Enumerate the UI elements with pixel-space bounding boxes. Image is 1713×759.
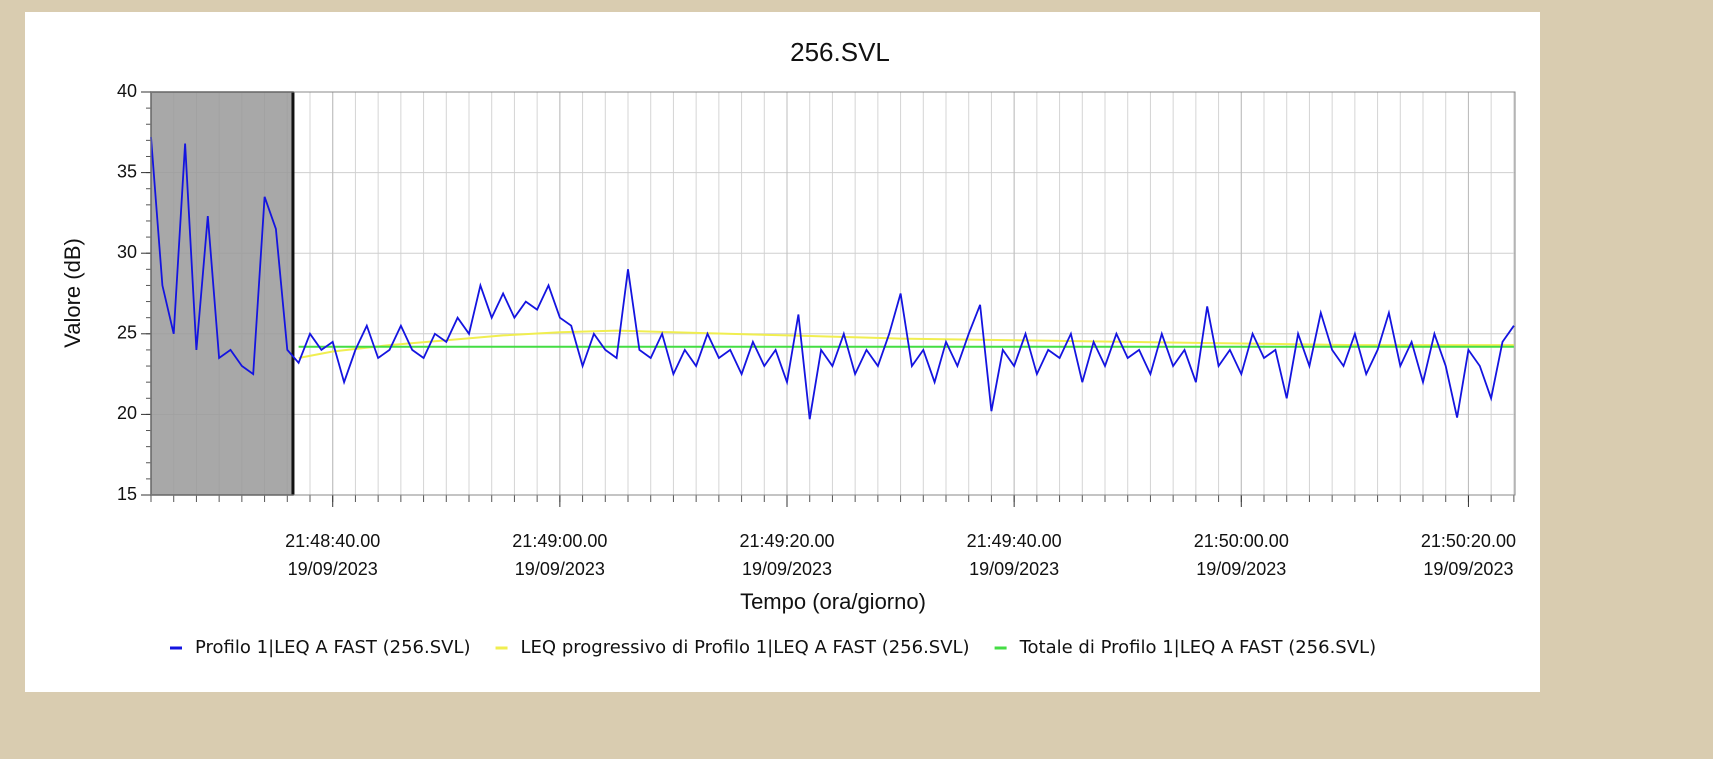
x-tick-date: 19/09/2023 (288, 559, 378, 579)
y-tick-label: 40 (117, 81, 137, 101)
y-axis-label: Valore (dB) (60, 238, 85, 348)
x-tick-label: 21:48:40.00 (285, 531, 380, 551)
x-tick-date: 19/09/2023 (969, 559, 1059, 579)
y-tick-label: 20 (117, 403, 137, 423)
x-tick-label: 21:50:20.00 (1421, 531, 1516, 551)
legend-label: LEQ progressivo di Profilo 1|LEQ A FAST … (521, 637, 970, 658)
x-tick-date: 19/09/2023 (1196, 559, 1286, 579)
y-tick-label: 35 (117, 161, 137, 181)
y-tick-label: 15 (117, 484, 137, 504)
x-tick-label: 21:49:20.00 (739, 531, 834, 551)
legend-label: Totale di Profilo 1|LEQ A FAST (256.SVL) (1019, 637, 1377, 658)
x-axis-label: Tempo (ora/giorno) (740, 589, 926, 614)
x-tick-label: 21:49:00.00 (512, 531, 607, 551)
x-tick-date: 19/09/2023 (742, 559, 832, 579)
x-tick-label: 21:50:00.00 (1194, 531, 1289, 551)
chart-title: 256.SVL (790, 37, 890, 67)
x-tick-date: 19/09/2023 (1423, 559, 1513, 579)
y-tick-label: 30 (117, 242, 137, 262)
legend-label: Profilo 1|LEQ A FAST (256.SVL) (195, 637, 471, 658)
y-tick-label: 25 (117, 323, 137, 343)
chart: 256.SVL Valore (dB) Tempo (ora/giorno) 1… (0, 0, 1713, 755)
x-tick-label: 21:49:40.00 (967, 531, 1062, 551)
x-tick-date: 19/09/2023 (515, 559, 605, 579)
shaded-region (151, 92, 293, 495)
